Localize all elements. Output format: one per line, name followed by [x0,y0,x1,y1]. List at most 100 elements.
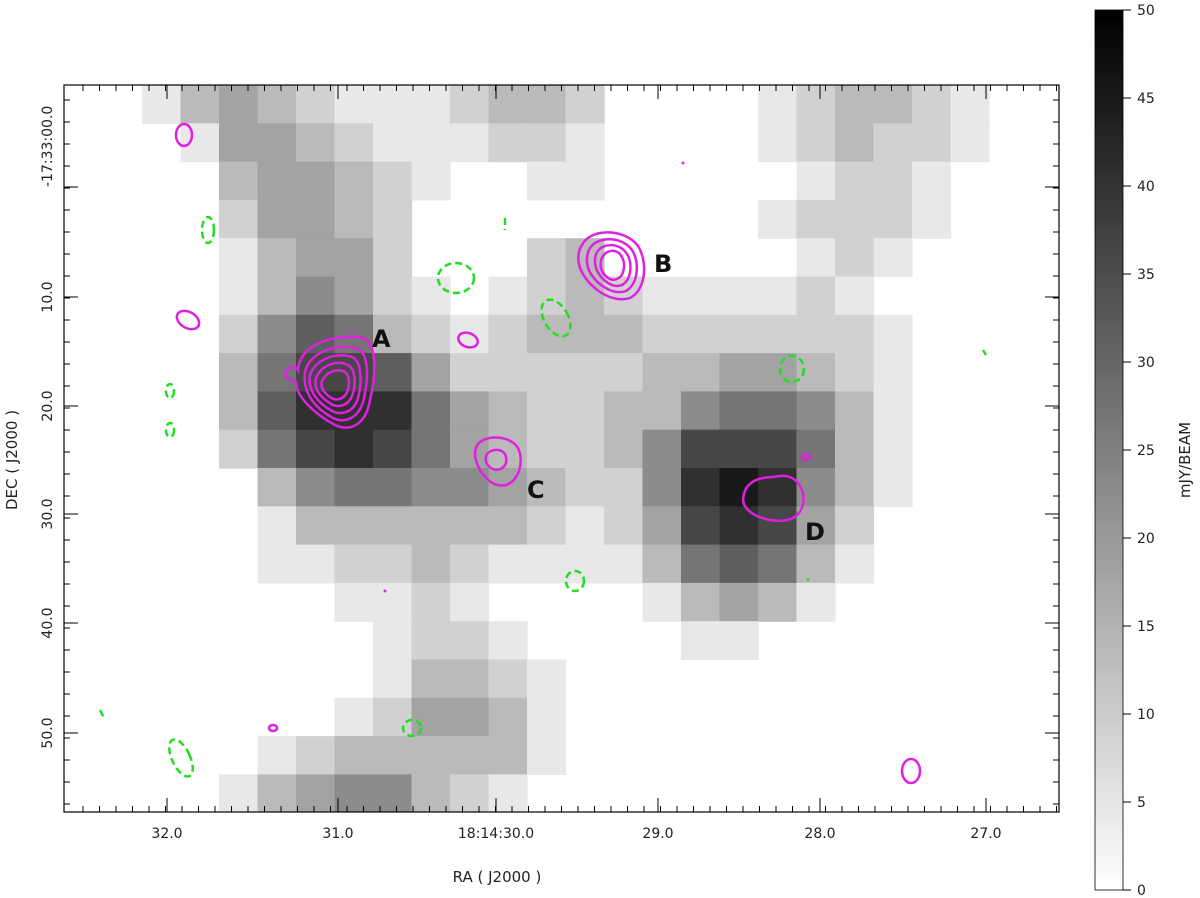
map-pixel [565,314,605,354]
colorbar-tick-label: 20 [1137,531,1155,547]
map-pixel [450,506,490,546]
map-pixel [681,468,721,507]
map-pixel [450,123,490,163]
map-pixel [334,468,374,507]
map-pixel [527,697,567,737]
colorbar-ticks [1123,9,1131,891]
map-pixel [758,429,798,469]
map-pixel [681,506,721,546]
map-pixel [758,506,798,546]
positive-contour-islands [174,122,922,785]
map-pixel [565,353,605,392]
map-pixel [565,506,605,546]
map-pixel [488,276,528,316]
map-pixel [527,736,567,775]
colorbar-tick-label: 45 [1137,91,1155,107]
colorbar-tick-label: 0 [1137,883,1146,898]
map-pixel [719,582,759,622]
plot-frame [63,84,1060,813]
map-pixel [373,238,413,278]
map-pixel [257,544,297,584]
map-pixel [180,123,220,163]
map-pixel [488,391,528,431]
map-pixel [450,774,490,812]
map-pixel [796,314,836,354]
colorbar-gradient [1094,9,1124,891]
map-pixel [565,544,605,584]
map-pixel [758,544,798,584]
y-tick-labels: -17:33:00.0 10.0 20.0 30.0 40.0 50.0 [40,106,56,749]
source-label-b: B [654,250,672,278]
map-pixel [681,429,721,469]
map-pixel [488,353,528,392]
map-pixel [912,199,952,239]
negative-contours [98,215,988,778]
map-pixel [257,736,297,775]
map-pixel [527,544,567,584]
map-pixel [527,85,567,124]
map-pixel [373,621,413,661]
x-tick-label: 18:14:30.0 [458,826,534,842]
colorbar-title: mJY/BEAM [1176,422,1194,498]
map-pixel [796,391,836,431]
x-tick-label: 32.0 [151,826,182,842]
map-pixel [950,123,990,163]
map-pixel [373,123,413,163]
colorbar-tick-label: 10 [1137,707,1155,723]
map-pixel [719,276,759,316]
source-c-contours [473,436,522,487]
map-pixel [219,238,259,278]
map-pixel [411,468,451,507]
map-pixel [296,161,336,201]
map-pixel [219,123,259,163]
map-pixel [912,123,952,163]
map-pixel [373,697,413,737]
map-pixel [450,391,490,431]
map-pixel [488,85,528,124]
map-pixel [565,161,605,201]
x-axis-ticks [82,85,1057,812]
map-pixel [257,429,297,469]
map-pixel [796,429,836,469]
map-pixel [796,238,836,278]
map-pixel [296,314,336,354]
map-pixel [873,353,913,392]
map-pixel [257,506,297,546]
y-tick-label: 30.0 [40,498,56,529]
map-pixel [180,85,220,124]
map-pixel [758,314,798,354]
map-pixel [257,238,297,278]
map-pixel [219,85,259,124]
map-pixel [450,659,490,699]
map-pixel [334,774,374,812]
map-pixel [604,468,644,507]
colorbar-tick-label: 15 [1137,619,1155,635]
map-pixel [604,353,644,392]
map-pixel [719,391,759,431]
map-pixel [334,697,374,737]
map-pixel [373,774,413,812]
map-pixel [411,506,451,546]
map-pixel [373,314,413,354]
map-pixel [450,582,490,622]
map-pixel [527,429,567,469]
map-pixel [873,161,913,201]
map-pixel [488,736,528,775]
map-pixel [565,391,605,431]
map-pixel [411,276,451,316]
map-pixel [835,199,875,239]
map-pixel [296,774,336,812]
map-pixel [835,238,875,278]
x-tick-label: 31.0 [322,826,353,842]
map-pixel [334,544,374,584]
map-pixel [142,85,182,124]
map-pixel [758,468,798,507]
map-pixel [604,391,644,431]
x-tick-labels: 32.0 31.0 18:14:30.0 29.0 28.0 27.0 [151,826,1001,842]
map-pixel [835,123,875,163]
colorbar-tick-label: 40 [1137,179,1155,195]
map-pixel [873,238,913,278]
source-label-a: A [372,325,391,353]
map-pixel [719,621,759,661]
